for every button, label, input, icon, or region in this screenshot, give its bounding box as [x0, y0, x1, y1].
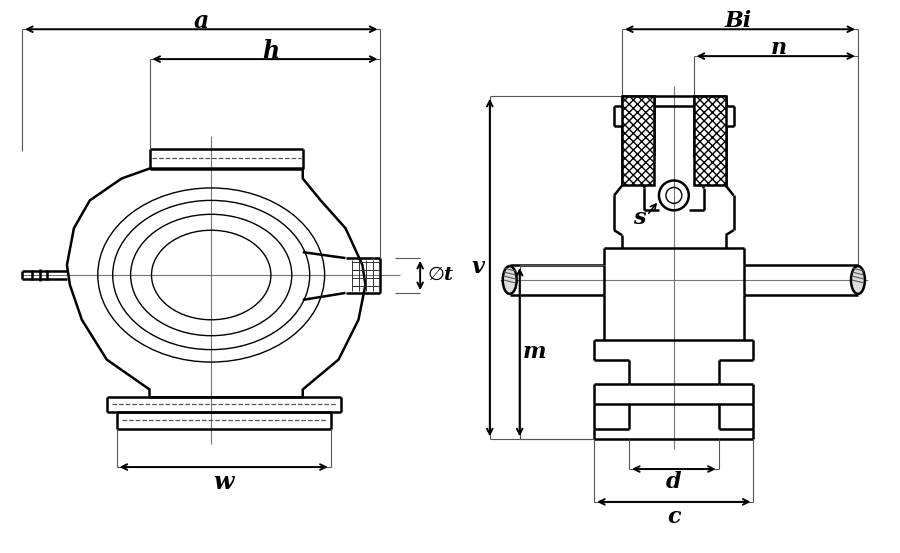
Bar — [622, 96, 654, 185]
Text: v: v — [472, 256, 484, 278]
Text: w: w — [213, 470, 233, 494]
Text: Bi: Bi — [724, 11, 752, 32]
Text: s: s — [633, 207, 645, 229]
Bar — [694, 96, 725, 185]
Text: d: d — [666, 471, 681, 493]
Text: h: h — [262, 39, 280, 63]
Text: a: a — [194, 9, 209, 33]
Text: $\emptyset$t: $\emptyset$t — [428, 266, 454, 284]
Text: m: m — [523, 341, 546, 363]
Text: n: n — [770, 37, 787, 59]
Ellipse shape — [503, 266, 517, 294]
Ellipse shape — [851, 266, 865, 294]
Text: c: c — [667, 506, 680, 528]
